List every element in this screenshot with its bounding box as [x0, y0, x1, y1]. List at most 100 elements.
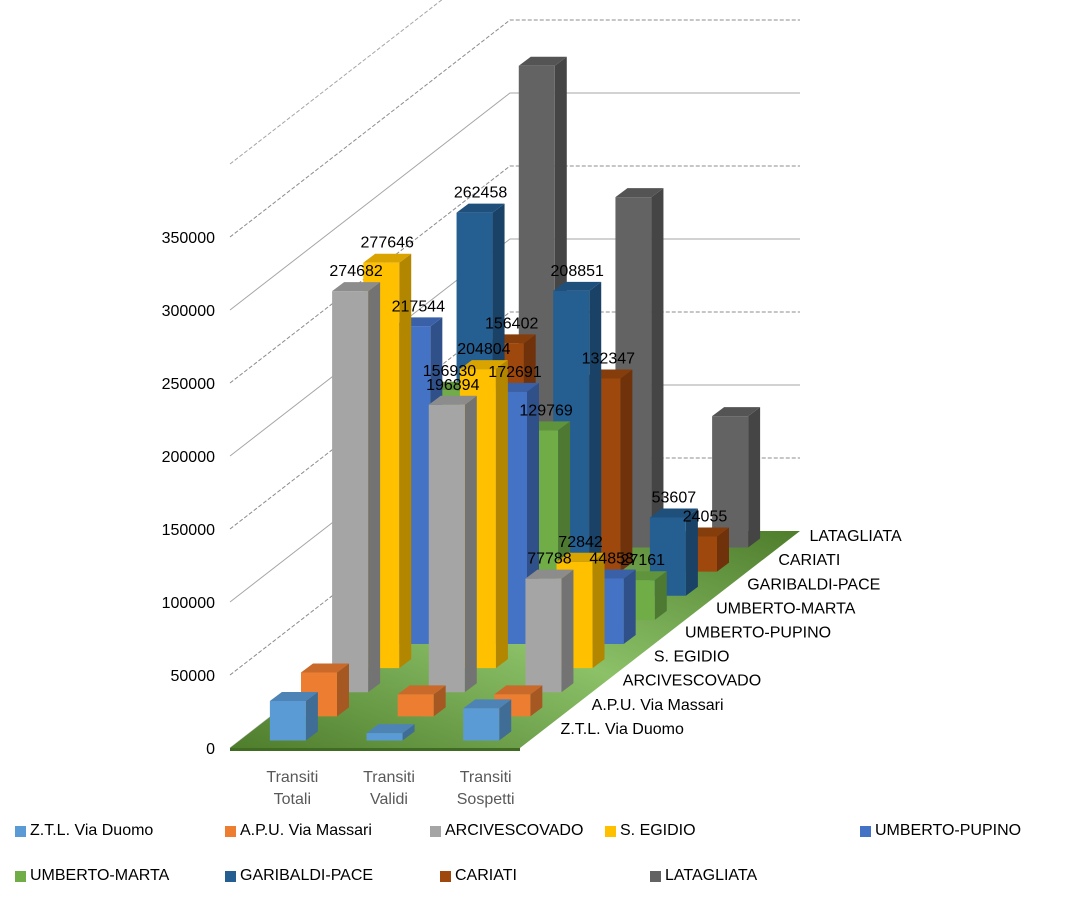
bar-face [463, 708, 500, 741]
bar-face [332, 282, 381, 292]
bar [649, 508, 698, 596]
bar-face [495, 360, 508, 669]
grid-line-top [229, 0, 443, 165]
depth-label: CARIATI [778, 552, 840, 569]
legend-item: UMBERTO-PUPINO [860, 822, 1021, 840]
bar-face [615, 188, 664, 198]
legend-swatch [860, 825, 871, 837]
bar-face [530, 685, 543, 717]
y-tick-label: 100000 [162, 595, 215, 612]
bar-face [589, 281, 602, 596]
bar-face [651, 188, 664, 548]
bar [428, 395, 477, 693]
bar-face [397, 685, 446, 695]
grid-line [229, 238, 800, 457]
legend-item: CARIATI [440, 867, 517, 885]
x-tick-label: Transiti Validi [363, 769, 415, 808]
bar-face [337, 663, 349, 717]
bar [525, 569, 574, 693]
grid-line [229, 165, 800, 384]
legend-item: S. EGIDIO [605, 822, 696, 840]
legend-item: GARIBALDI-PACE [225, 867, 373, 885]
depth-label: GARIBALDI-PACE [747, 576, 880, 593]
legend-swatch [440, 870, 451, 882]
bar-face [499, 699, 512, 741]
legend-label: S. EGIDIO [620, 822, 696, 839]
legend-label: A.P.U. Via Massari [240, 822, 372, 839]
data-label: 44853 [589, 551, 634, 568]
legend-swatch [650, 870, 661, 882]
data-label: 196894 [426, 377, 479, 394]
data-label: 72842 [558, 534, 603, 551]
legend-swatch [15, 825, 26, 837]
legend-swatch [225, 870, 236, 882]
bar-face [464, 395, 477, 693]
data-label: 274682 [329, 263, 382, 280]
x-tick-label: Transiti Totali [266, 769, 319, 808]
bar-face [363, 253, 412, 263]
bar-face [368, 282, 381, 693]
bar-face [397, 694, 434, 717]
data-label: 172691 [488, 364, 541, 381]
y-tick-label: 150000 [162, 522, 215, 539]
bar-face [428, 404, 465, 693]
bar-face [399, 253, 412, 669]
bar-face [402, 724, 415, 741]
bar-face [305, 692, 318, 741]
bar-face [717, 527, 729, 572]
data-label: 277646 [361, 235, 414, 252]
legend-swatch [15, 870, 26, 882]
bar-face [494, 685, 543, 695]
y-tick-label: 300000 [162, 303, 215, 320]
bar-face [525, 578, 562, 693]
depth-label: S. EGIDIO [654, 649, 730, 666]
y-tick-label: 250000 [162, 376, 215, 393]
bar-face [428, 395, 477, 405]
y-tick-label: 0 [206, 741, 215, 758]
legend-label: ARCIVESCOVADO [445, 822, 584, 839]
data-label: 27161 [621, 552, 666, 569]
data-label: 217544 [392, 298, 445, 315]
bar-face [332, 291, 369, 693]
legend-label: GARIBALDI-PACE [240, 867, 374, 884]
legend-item: A.P.U. Via Massari [225, 822, 372, 840]
grid-line [229, 311, 800, 530]
bar-face [269, 692, 318, 702]
data-label: 204804 [457, 341, 510, 358]
bar-face [561, 569, 574, 693]
bar-face [748, 407, 761, 548]
bar-face [712, 416, 749, 548]
bar [712, 407, 761, 548]
grid-line [229, 19, 800, 238]
bar [366, 724, 415, 741]
bar-face [649, 508, 698, 518]
bar-face [553, 281, 602, 291]
legend-swatch [430, 825, 441, 837]
legend-label: Z.T.L. Via Duomo [30, 822, 154, 839]
legend-label: UMBERTO-MARTA [30, 867, 170, 884]
data-label: 156402 [485, 315, 538, 332]
legend-swatch [225, 825, 236, 837]
depth-label: A.P.U. Via Massari [592, 697, 724, 714]
data-label: 77788 [527, 551, 572, 568]
bar-face [623, 569, 636, 644]
y-tick-label: 50000 [171, 668, 216, 685]
y-tick-label: 350000 [162, 230, 215, 247]
bar-face [269, 701, 306, 741]
bar-face [592, 552, 605, 669]
bar-face [654, 571, 667, 620]
y-tick-label: 200000 [162, 449, 215, 466]
data-label: 53607 [652, 490, 697, 507]
data-label: 262458 [454, 185, 507, 202]
bar-face [712, 407, 761, 417]
legend-item: Z.T.L. Via Duomo [15, 822, 153, 840]
grid-line [229, 92, 800, 311]
data-label: 129769 [519, 402, 572, 419]
bar [269, 692, 318, 741]
legend-label: UMBERTO-PUPINO [875, 822, 1022, 839]
bar-face [518, 56, 567, 66]
depth-label: UMBERTO-MARTA [716, 600, 856, 617]
data-label: 208851 [551, 263, 604, 280]
